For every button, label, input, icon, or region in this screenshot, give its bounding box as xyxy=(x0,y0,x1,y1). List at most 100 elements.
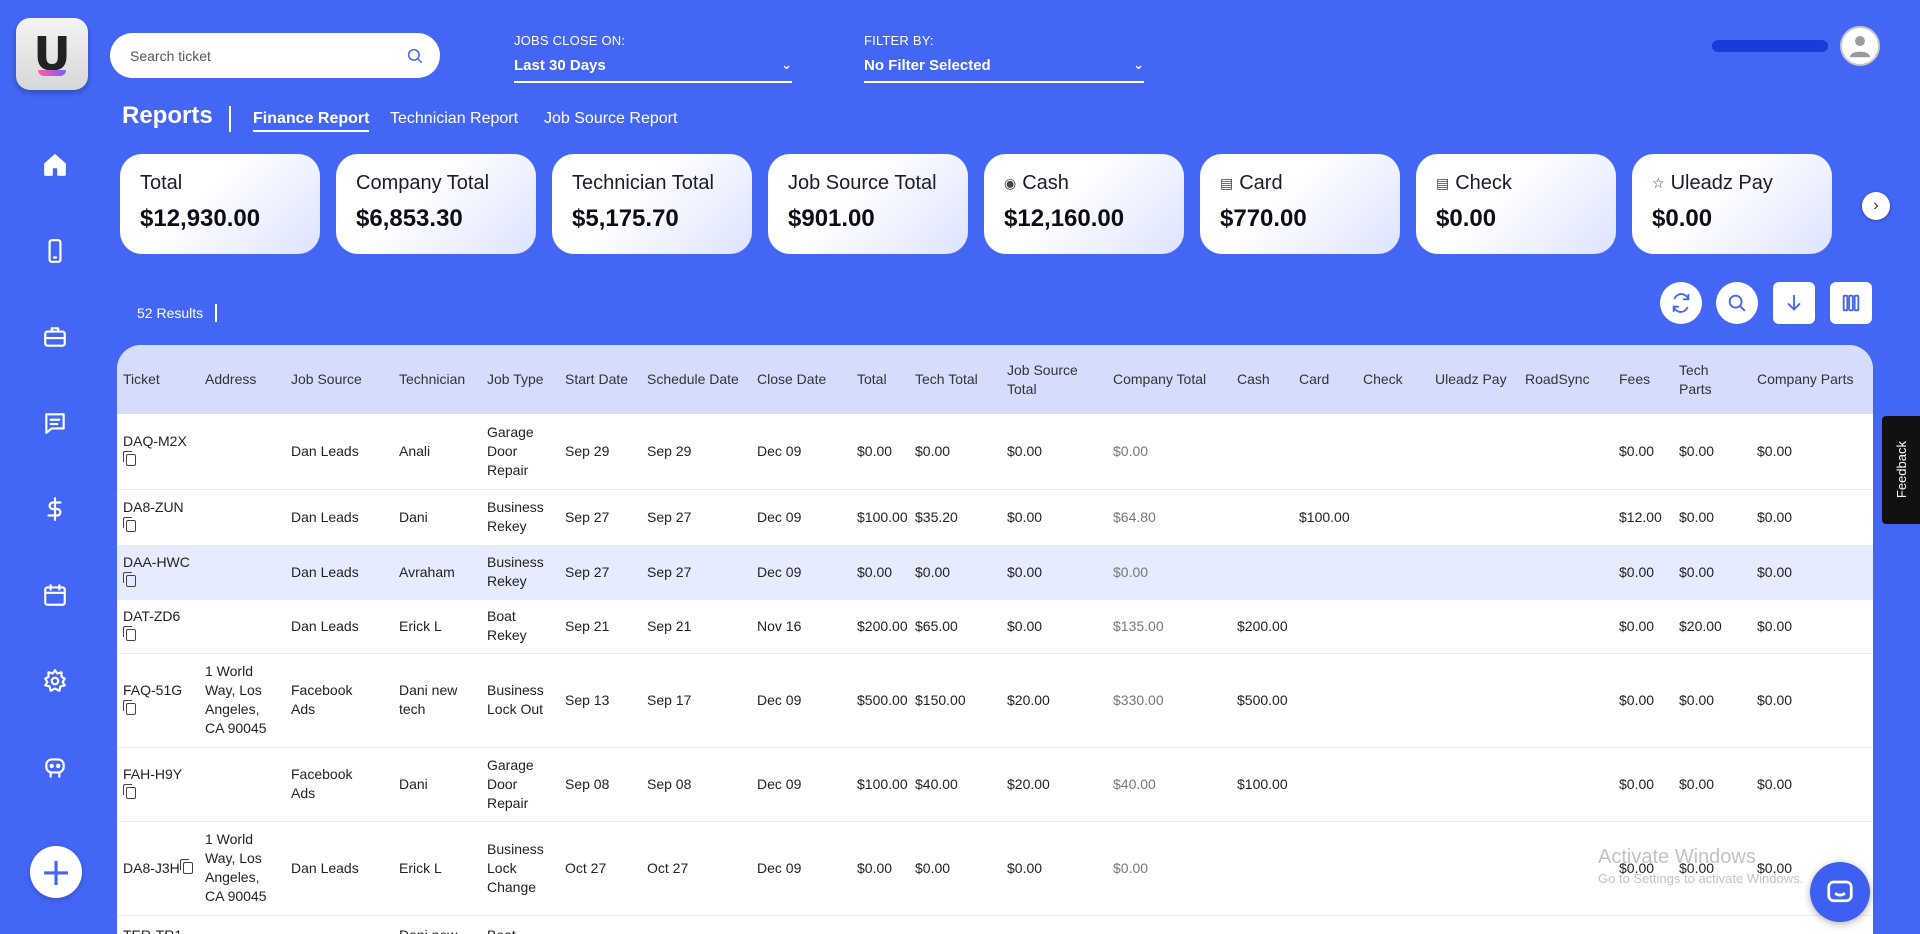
table-cell[interactable]: DAA-HWC xyxy=(117,545,199,600)
table-cell[interactable]: DAQ-M2X xyxy=(117,414,199,490)
gear-icon[interactable] xyxy=(40,666,70,696)
column-header[interactable]: Address xyxy=(205,371,257,387)
column-header[interactable]: Uleadz Pay xyxy=(1435,371,1507,387)
table-row[interactable]: FAQ-51G 1 World Way, Los Angeles, CA 9004… xyxy=(117,653,1873,748)
calendar-icon[interactable] xyxy=(40,580,70,610)
table-cell xyxy=(559,915,641,934)
finance-table: Ticket Address Job Source Technician Job… xyxy=(117,345,1873,934)
search-input[interactable] xyxy=(130,47,406,64)
chat-button[interactable] xyxy=(1810,862,1870,922)
table-cell: $200.00 xyxy=(1219,599,1288,654)
column-header[interactable]: Close Date xyxy=(757,371,827,387)
cell-text: DAQ-M2X xyxy=(123,433,187,450)
dollar-icon[interactable] xyxy=(40,494,70,524)
column-header[interactable]: RoadSync xyxy=(1525,371,1590,387)
cell-text: $0.00 xyxy=(1007,508,1043,525)
column-header[interactable]: Total xyxy=(857,371,887,387)
copy-icon[interactable] xyxy=(179,858,193,874)
app-logo[interactable]: U xyxy=(16,18,88,90)
cell-text: Sep 21 xyxy=(565,617,610,634)
table-cell[interactable]: DA8-J3H xyxy=(117,821,199,916)
copy-icon[interactable] xyxy=(123,572,136,587)
card-label: Card xyxy=(1239,172,1283,194)
tab-job-source-report[interactable]: Job Source Report xyxy=(544,110,678,127)
column-header[interactable]: Schedule Date xyxy=(647,371,739,387)
cell-text: Facebook Ads xyxy=(291,766,353,801)
filter-by-select[interactable]: No Filter Selected ⌄ xyxy=(864,57,1144,83)
table-cell xyxy=(1519,489,1613,546)
cell-text: $135.00 xyxy=(1113,617,1164,634)
cell-text: $40.00 xyxy=(1113,775,1156,792)
chevron-right-icon[interactable]: › xyxy=(1862,192,1890,220)
add-new-button[interactable]: + xyxy=(30,846,82,898)
column-header[interactable]: Cash xyxy=(1237,371,1270,387)
column-header[interactable]: Job Source xyxy=(291,371,362,387)
table-cell[interactable]: DAT-ZD6 xyxy=(117,599,199,654)
table-cell xyxy=(1519,653,1613,748)
cell-text: $200.00 xyxy=(857,617,908,634)
column-header[interactable]: Company Total xyxy=(1113,371,1207,387)
home-icon[interactable] xyxy=(40,150,70,180)
results-count: 52 Results xyxy=(137,304,218,322)
cell-text: Erick L xyxy=(399,617,442,634)
column-header[interactable]: Check xyxy=(1363,371,1403,387)
avatar[interactable] xyxy=(1840,26,1880,66)
table-row[interactable]: TER-TR1 Dani new Boat xyxy=(117,915,1873,934)
table-cell[interactable]: FAH-H9Y xyxy=(117,747,199,822)
table-cell[interactable]: DA8-ZUN xyxy=(117,489,199,546)
messages-icon[interactable] xyxy=(40,408,70,438)
column-header[interactable]: Fees xyxy=(1619,371,1651,387)
column-header[interactable]: Card xyxy=(1299,371,1330,387)
cell-text: Facebook Ads xyxy=(291,682,353,717)
table-row[interactable]: DAT-ZD6 Dan Leads Erick L Boat Rekey Sep 21 S… xyxy=(117,599,1873,654)
tab-finance-report[interactable]: Finance Report xyxy=(253,110,370,132)
column-header[interactable]: Job Type xyxy=(487,371,544,387)
column-header[interactable]: Ticket xyxy=(123,371,160,387)
table-cell: $0.00 xyxy=(1673,653,1737,748)
refresh-button[interactable] xyxy=(1660,282,1702,324)
column-header[interactable]: Start Date xyxy=(565,371,629,387)
table-cell: Erick L xyxy=(379,821,481,916)
columns-button[interactable] xyxy=(1830,282,1872,324)
tab-technician-report[interactable]: Technician Report xyxy=(390,110,519,127)
column-header[interactable]: Company Parts xyxy=(1757,371,1854,387)
table-cell xyxy=(1357,489,1429,546)
copy-icon[interactable] xyxy=(123,517,136,532)
feedback-tab[interactable]: Feedback xyxy=(1882,416,1920,524)
table-cell xyxy=(199,414,285,490)
search-table-button[interactable] xyxy=(1716,282,1758,324)
card-card: ▤ Card $770.00 xyxy=(1200,154,1400,254)
table-cell xyxy=(1357,545,1429,600)
phone-icon[interactable] xyxy=(40,236,70,266)
search-icon[interactable] xyxy=(406,47,424,65)
table-cell[interactable]: FAQ-51G xyxy=(117,653,199,748)
copy-icon[interactable] xyxy=(123,626,136,641)
table-cell: $0.00 xyxy=(1001,599,1107,654)
column-header[interactable]: Tech Total xyxy=(915,371,978,387)
table-cell: $0.00 xyxy=(1737,545,1873,600)
table-cell: $0.00 xyxy=(909,821,1001,916)
table-row[interactable]: DAA-HWC Dan Leads Avraham Business Rekey Sep… xyxy=(117,545,1873,600)
user-name-redacted xyxy=(1712,40,1828,52)
chat-icon xyxy=(1827,880,1853,903)
table-row[interactable]: DAQ-M2X Dan Leads Anali Garage Door Repair S… xyxy=(117,414,1873,490)
copy-icon[interactable] xyxy=(123,784,136,799)
column-header[interactable]: Job Source Total xyxy=(1007,361,1078,397)
briefcase-icon[interactable] xyxy=(40,322,70,352)
jobs-close-on-select[interactable]: Last 30 Days ⌄ xyxy=(514,57,792,83)
table-row[interactable]: FAH-H9Y Facebook Ads Dani Garage Door Repai… xyxy=(117,747,1873,822)
download-button[interactable] xyxy=(1773,282,1815,324)
cell-text: $0.00 xyxy=(1757,691,1793,708)
table-cell: Dec 09 xyxy=(751,414,837,490)
card-label: Check xyxy=(1455,172,1512,194)
table-cell xyxy=(1429,915,1519,934)
column-header[interactable]: Technician xyxy=(399,371,466,387)
table-cell: $0.00 xyxy=(1001,821,1107,916)
robot-icon[interactable] xyxy=(40,752,70,782)
table-cell[interactable]: TER-TR1 xyxy=(117,915,199,934)
table-row[interactable]: DA8-ZUN Dan Leads Dani Business Rekey Sep 27… xyxy=(117,489,1873,546)
copy-icon[interactable] xyxy=(123,700,136,715)
cell-text: $35.20 xyxy=(915,508,958,525)
column-header[interactable]: Tech Parts xyxy=(1679,361,1712,397)
copy-icon[interactable] xyxy=(123,451,136,467)
